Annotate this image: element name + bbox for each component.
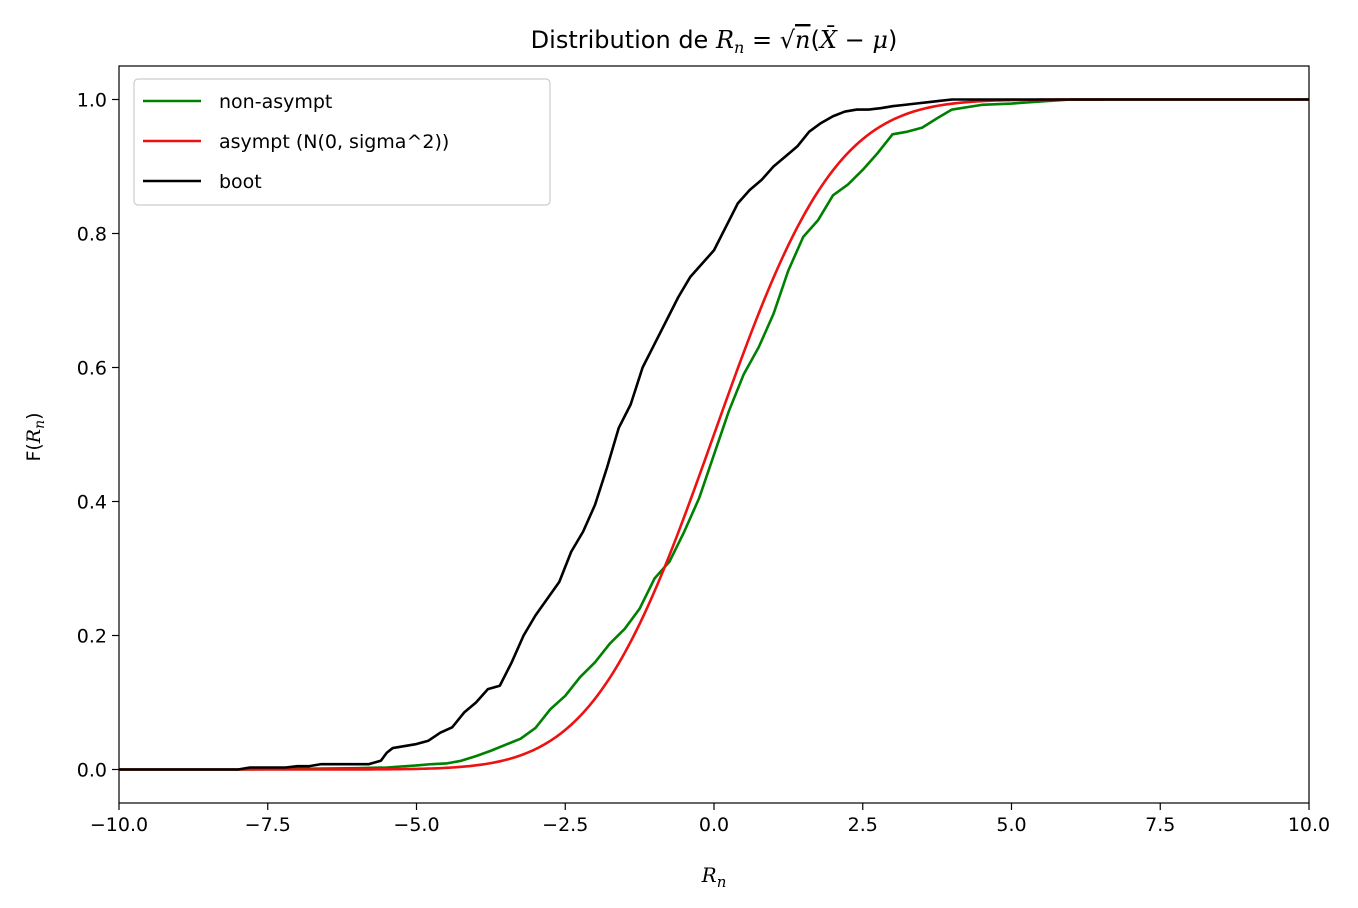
series-layer [119, 98, 1309, 771]
x-tick-label: −5.0 [393, 814, 439, 836]
title-prefix: Distribution de [531, 26, 716, 54]
legend-label: boot [219, 171, 262, 193]
y-axis: 0.0 0.2 0.4 0.6 0.8 1.0 [77, 90, 119, 782]
x-tick-label: 10.0 [1288, 814, 1330, 836]
y-tick-label: 0.2 [77, 626, 107, 648]
chart-title: Distribution de Rn = √n(X̄ − μ) [531, 26, 898, 57]
legend: non-asympt asympt (N(0, sigma^2)) boot [133, 78, 551, 206]
x-tick-label: 2.5 [848, 814, 878, 836]
y-tick-label: 1.0 [77, 90, 107, 112]
series-line-2 [119, 98, 1309, 771]
y-tick-label: 0.0 [77, 760, 107, 782]
x-tick-label: 0.0 [699, 814, 729, 836]
x-tick-label: 7.5 [1145, 814, 1175, 836]
x-tick-label: −2.5 [542, 814, 588, 836]
x-axis: −10.0 −7.5 −5.0 −2.5 0.0 2.5 5.0 7.5 10.0 [90, 803, 1330, 836]
y-tick-label: 0.6 [77, 358, 107, 380]
legend-box [133, 78, 551, 206]
legend-label: asympt (N(0, sigma^2)) [219, 131, 449, 153]
y-axis-label: F(Rn) [23, 412, 48, 461]
y-tick-label: 0.8 [77, 224, 107, 246]
x-tick-label: −10.0 [90, 814, 148, 836]
y-tick-label: 0.4 [77, 492, 107, 514]
x-tick-label: 5.0 [996, 814, 1026, 836]
series-line-0 [119, 98, 1309, 771]
x-tick-label: −7.5 [245, 814, 291, 836]
legend-label: non-asympt [219, 91, 332, 113]
